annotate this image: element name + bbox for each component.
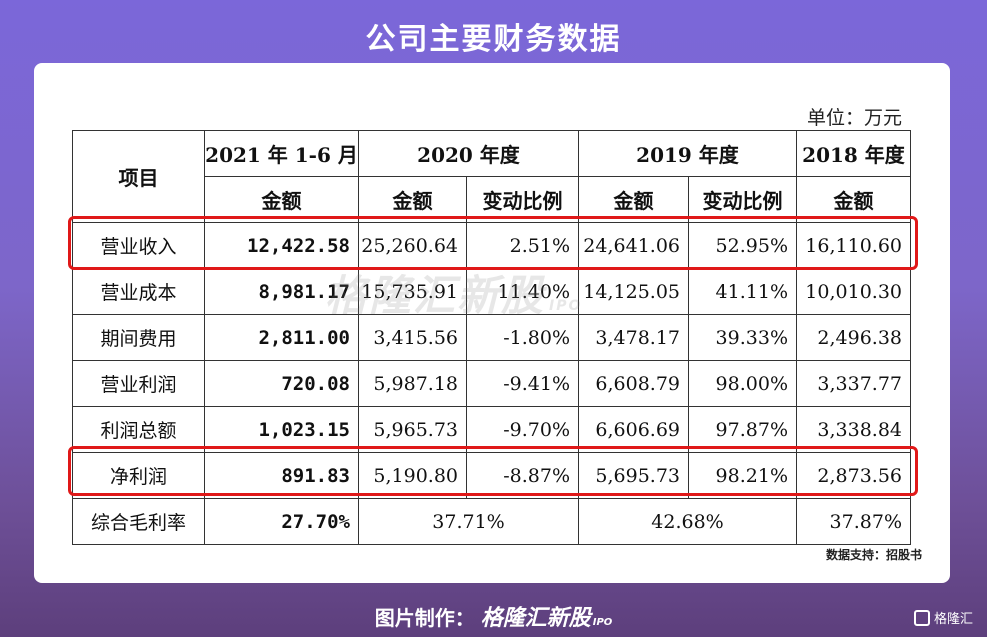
cell-2018-amount: 2,873.56 bbox=[796, 452, 911, 499]
row-name: 营业成本 bbox=[72, 268, 205, 315]
financial-table: 项目 2021 年 1-6 月 2020 年度 2019 年度 2018 年度 … bbox=[72, 130, 911, 545]
cell-2019-change: 98.21% bbox=[688, 452, 797, 499]
cell-2020-change: 11.40% bbox=[466, 268, 579, 315]
cell-2021h1: 891.83 bbox=[204, 452, 359, 499]
corner-logo: 格隆汇 bbox=[913, 608, 973, 627]
cell-2021h1: 8,981.17 bbox=[204, 268, 359, 315]
cell-2019-change: 39.33% bbox=[688, 314, 797, 361]
header-amount: 金额 bbox=[796, 176, 911, 223]
cell-2020: 37.71% bbox=[358, 498, 579, 545]
row-name: 利润总额 bbox=[72, 406, 205, 453]
cell-2019-amount: 5,695.73 bbox=[578, 452, 689, 499]
cell-2020-change: 2.51% bbox=[466, 222, 579, 269]
cell-2019-amount: 14,125.05 bbox=[578, 268, 689, 315]
footer-brand: 格隆汇新股 bbox=[480, 606, 591, 631]
row-name: 净利润 bbox=[72, 452, 205, 499]
row-name: 期间费用 bbox=[72, 314, 205, 361]
table-row: 营业成本 8,981.17 15,735.91 11.40% 14,125.05 41.1… bbox=[72, 268, 911, 315]
cell-2019-amount: 24,641.06 bbox=[578, 222, 689, 269]
footer-ipo: IPO bbox=[592, 617, 613, 628]
header-amount: 金额 bbox=[358, 176, 467, 223]
cell-2020-amount: 25,260.64 bbox=[358, 222, 467, 269]
cell-2020-change: -9.41% bbox=[466, 360, 579, 407]
row-name: 营业收入 bbox=[72, 222, 205, 269]
table-row: 利润总额 1,023.15 5,965.73 -9.70% 6,606.69 97.87%… bbox=[72, 406, 911, 453]
cell-2019-change: 52.95% bbox=[688, 222, 797, 269]
corner-logo-text: 格隆汇 bbox=[933, 612, 973, 627]
cell-2021h1: 720.08 bbox=[204, 360, 359, 407]
header-change: 变动比例 bbox=[466, 176, 579, 223]
row-name: 综合毛利率 bbox=[72, 498, 205, 545]
cell-2018-amount: 2,496.38 bbox=[796, 314, 911, 361]
cell-2020-amount: 5,190.80 bbox=[358, 452, 467, 499]
cell-2018: 37.87% bbox=[796, 498, 911, 545]
watermark: 格隆汇新股 IPO bbox=[325, 271, 583, 320]
header-period-2018: 2018 年度 bbox=[796, 130, 911, 177]
header-period-2019: 2019 年度 bbox=[578, 130, 797, 177]
cell-2019-change: 98.00% bbox=[688, 360, 797, 407]
cell-2021h1: 27.70% bbox=[204, 498, 359, 545]
header-amount: 金额 bbox=[204, 176, 359, 223]
header-amount: 金额 bbox=[578, 176, 689, 223]
cell-2018-amount: 16,110.60 bbox=[796, 222, 911, 269]
cell-2018-amount: 3,337.77 bbox=[796, 360, 911, 407]
footer-label: 图片制作： bbox=[374, 606, 475, 630]
table-row: 营业利润 720.08 5,987.18 -9.41% 6,608.79 98.00% 3,… bbox=[72, 360, 911, 407]
cell-2019: 42.68% bbox=[578, 498, 797, 545]
cell-2019-change: 97.87% bbox=[688, 406, 797, 453]
header-change: 变动比例 bbox=[688, 176, 797, 223]
cell-2020-amount: 5,987.18 bbox=[358, 360, 467, 407]
table-row-gross-margin: 综合毛利率 27.70% 37.71% 42.68% 37.87% bbox=[72, 498, 911, 545]
data-card: 单位：万元 项目 2021 年 1-6 月 2020 年度 2019 年度 20… bbox=[34, 63, 950, 583]
cell-2019-amount: 6,606.69 bbox=[578, 406, 689, 453]
footer-credit: 图片制作： 格隆汇新股 IPO bbox=[0, 600, 987, 632]
header-item: 项目 bbox=[72, 130, 205, 223]
row-name: 营业利润 bbox=[72, 360, 205, 407]
table-row: 营业收入 12,422.58 25,260.64 2.51% 24,641.06 52.9… bbox=[72, 222, 911, 269]
cell-2020-change: -8.87% bbox=[466, 452, 579, 499]
header-period-2021h1: 2021 年 1-6 月 bbox=[204, 130, 359, 177]
logo-icon bbox=[913, 609, 930, 626]
header-period-2020: 2020 年度 bbox=[358, 130, 579, 177]
table-row: 净利润 891.83 5,190.80 -8.87% 5,695.73 98.21% 2,8… bbox=[72, 452, 911, 499]
unit-label: 单位：万元 bbox=[806, 107, 902, 129]
table-row: 期间费用 2,811.00 3,415.56 -1.80% 3,478.17 39.33%… bbox=[72, 314, 911, 361]
cell-2019-change: 41.11% bbox=[688, 268, 797, 315]
cell-2021h1: 1,023.15 bbox=[204, 406, 359, 453]
cell-2019-amount: 6,608.79 bbox=[578, 360, 689, 407]
cell-2018-amount: 3,338.84 bbox=[796, 406, 911, 453]
cell-2018-amount: 10,010.30 bbox=[796, 268, 911, 315]
page-title: 公司主要财务数据 bbox=[365, 22, 622, 57]
cell-2020-change: -1.80% bbox=[466, 314, 579, 361]
cell-2019-amount: 3,478.17 bbox=[578, 314, 689, 361]
source-note: 数据支持：招股书 bbox=[825, 548, 922, 562]
cell-2020-amount: 5,965.73 bbox=[358, 406, 467, 453]
header-row-periods: 项目 2021 年 1-6 月 2020 年度 2019 年度 2018 年度 bbox=[72, 130, 911, 223]
cell-2020-change: -9.70% bbox=[466, 406, 579, 453]
